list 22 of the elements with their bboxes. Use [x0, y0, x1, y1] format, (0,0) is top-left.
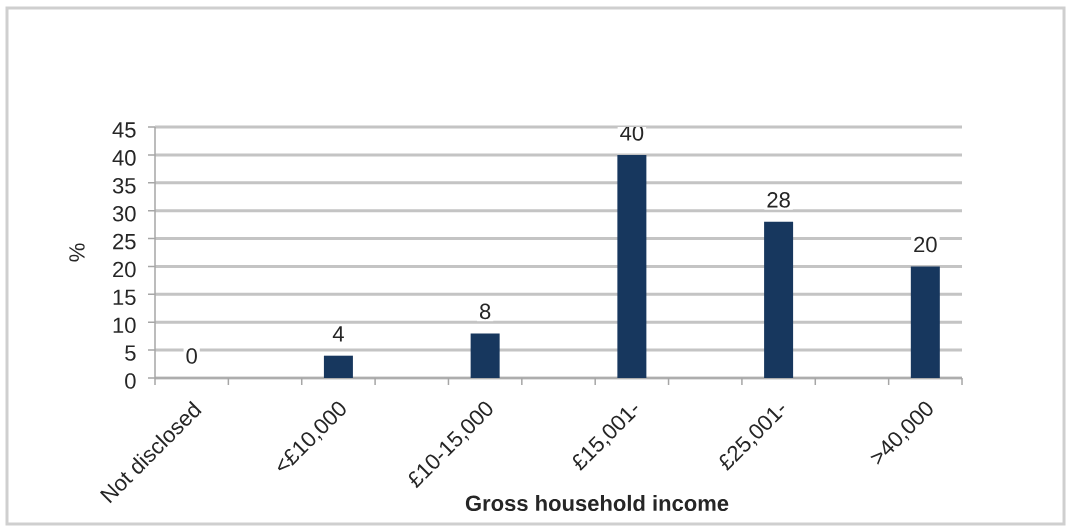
- y-tick-label: 40: [112, 150, 136, 166]
- bar: [910, 266, 940, 378]
- y-tick-label: 30: [112, 205, 136, 222]
- y-tick-label: 0: [125, 373, 136, 389]
- y-tick-label: 10: [113, 317, 136, 334]
- y-tick-label: 45: [112, 122, 136, 138]
- bar: [764, 221, 794, 378]
- y-tick-label: 15: [113, 289, 136, 306]
- bar: [470, 333, 500, 378]
- data-label: 0: [186, 348, 197, 364]
- x-axis-title: Gross household income: [465, 494, 729, 512]
- data-label: 4: [332, 326, 344, 342]
- y-tick-label: 25: [113, 233, 136, 250]
- y-tick-label: 20: [113, 261, 136, 278]
- y-tick-label: 35: [112, 177, 136, 194]
- data-label: 8: [479, 303, 491, 320]
- bar: [323, 355, 353, 378]
- data-label: 28: [767, 192, 790, 208]
- bar: [617, 154, 647, 378]
- y-axis-title: %: [69, 243, 85, 262]
- y-tick-label: 5: [125, 345, 136, 361]
- data-label: 20: [914, 236, 937, 253]
